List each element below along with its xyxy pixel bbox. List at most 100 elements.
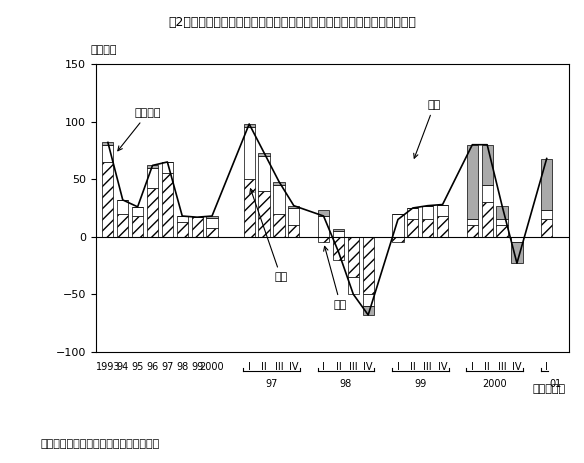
Text: 94: 94 bbox=[117, 362, 129, 372]
Text: II: II bbox=[484, 362, 490, 372]
Bar bbox=[333, 229, 344, 231]
Bar bbox=[496, 219, 507, 225]
Bar bbox=[437, 205, 448, 216]
Text: I: I bbox=[248, 362, 251, 372]
Bar bbox=[288, 206, 300, 208]
Bar bbox=[244, 179, 255, 237]
Bar bbox=[467, 145, 478, 219]
Text: I: I bbox=[397, 362, 399, 372]
Text: III: III bbox=[349, 362, 357, 372]
Bar bbox=[132, 216, 143, 237]
Bar bbox=[318, 237, 329, 243]
Text: II: II bbox=[261, 362, 267, 372]
Bar bbox=[437, 216, 448, 237]
Text: （万人）: （万人） bbox=[90, 45, 117, 55]
Bar bbox=[117, 200, 128, 214]
Bar bbox=[177, 222, 188, 237]
Bar bbox=[147, 168, 158, 188]
Bar bbox=[541, 158, 552, 210]
Bar bbox=[318, 210, 329, 216]
Bar bbox=[363, 306, 374, 315]
Bar bbox=[192, 217, 203, 237]
Bar bbox=[482, 145, 493, 185]
Bar bbox=[273, 185, 284, 214]
Bar bbox=[407, 208, 418, 219]
Text: II: II bbox=[336, 362, 341, 372]
Bar bbox=[422, 219, 433, 237]
Bar bbox=[512, 243, 523, 263]
Text: I: I bbox=[322, 362, 325, 372]
Text: （年・期）: （年・期） bbox=[533, 384, 566, 394]
Bar bbox=[259, 156, 270, 191]
Bar bbox=[363, 294, 374, 306]
Bar bbox=[496, 225, 507, 237]
Text: 01: 01 bbox=[550, 379, 562, 389]
Text: I: I bbox=[471, 362, 474, 372]
Bar bbox=[363, 237, 374, 294]
Text: 常雇: 常雇 bbox=[324, 246, 347, 310]
Bar bbox=[333, 237, 344, 260]
Bar bbox=[347, 237, 359, 277]
Bar bbox=[541, 219, 552, 237]
Text: 資料出所　総務省統計同「労働力調査」: 資料出所 総務省統計同「労働力調査」 bbox=[41, 439, 160, 449]
Bar bbox=[347, 277, 359, 294]
Text: 99: 99 bbox=[414, 379, 426, 389]
Bar bbox=[132, 207, 143, 216]
Bar bbox=[467, 225, 478, 237]
Bar bbox=[541, 210, 552, 219]
Bar bbox=[496, 206, 507, 219]
Bar bbox=[206, 219, 218, 227]
Bar bbox=[318, 216, 329, 237]
Bar bbox=[273, 214, 284, 237]
Bar bbox=[244, 124, 255, 127]
Text: 97: 97 bbox=[265, 379, 277, 389]
Bar bbox=[206, 227, 218, 237]
Text: 2000: 2000 bbox=[482, 379, 507, 389]
Text: 97: 97 bbox=[161, 362, 173, 372]
Bar bbox=[102, 162, 113, 237]
Text: 96: 96 bbox=[147, 362, 159, 372]
Text: III: III bbox=[274, 362, 283, 372]
Text: II: II bbox=[410, 362, 416, 372]
Bar bbox=[117, 214, 128, 237]
Bar bbox=[407, 219, 418, 237]
Bar bbox=[482, 202, 493, 237]
Bar bbox=[422, 206, 433, 219]
Bar bbox=[102, 145, 113, 162]
Text: I: I bbox=[545, 362, 548, 372]
Bar bbox=[259, 153, 270, 156]
Bar bbox=[273, 181, 284, 185]
Bar bbox=[467, 219, 478, 225]
Text: IV: IV bbox=[512, 362, 522, 372]
Text: 2000: 2000 bbox=[200, 362, 224, 372]
Bar bbox=[206, 216, 218, 219]
Text: IV: IV bbox=[289, 362, 298, 372]
Bar bbox=[333, 231, 344, 237]
Bar bbox=[259, 191, 270, 237]
Text: III: III bbox=[423, 362, 432, 372]
Bar bbox=[512, 237, 523, 243]
Bar bbox=[162, 162, 173, 174]
Bar bbox=[102, 143, 113, 145]
Bar bbox=[147, 165, 158, 168]
Text: 臨時: 臨時 bbox=[413, 100, 441, 158]
Bar bbox=[392, 237, 404, 243]
Text: 雇用者数: 雇用者数 bbox=[118, 108, 161, 151]
Bar bbox=[244, 127, 255, 179]
Bar bbox=[177, 216, 188, 222]
Text: 98: 98 bbox=[340, 379, 352, 389]
Bar bbox=[482, 185, 493, 202]
Text: 第2図　　雇用者数の従業上の地位別増減寄与度（全産業・前年同期差）: 第2図 雇用者数の従業上の地位別増減寄与度（全産業・前年同期差） bbox=[168, 16, 416, 29]
Text: IV: IV bbox=[363, 362, 373, 372]
Text: 95: 95 bbox=[131, 362, 144, 372]
Text: 1993: 1993 bbox=[96, 362, 120, 372]
Text: 98: 98 bbox=[176, 362, 189, 372]
Bar bbox=[288, 208, 300, 225]
Text: III: III bbox=[498, 362, 506, 372]
Text: 日雇: 日雇 bbox=[250, 189, 288, 282]
Text: IV: IV bbox=[438, 362, 447, 372]
Bar bbox=[162, 174, 173, 237]
Bar bbox=[147, 188, 158, 237]
Bar bbox=[288, 225, 300, 237]
Bar bbox=[392, 214, 404, 237]
